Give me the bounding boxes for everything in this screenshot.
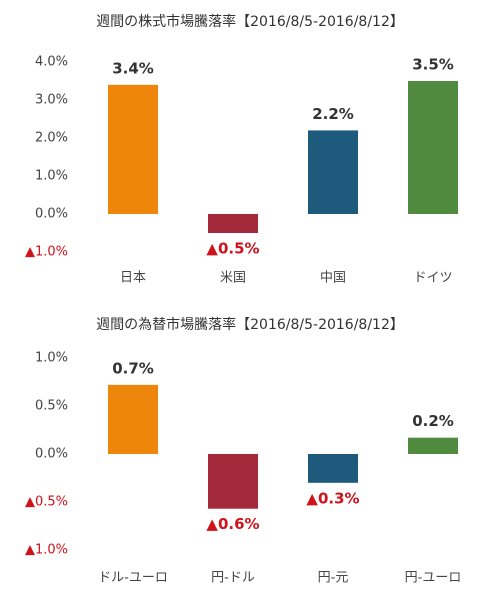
value-label: 3.5% xyxy=(412,56,454,74)
value-label: 0.2% xyxy=(412,412,454,430)
chart-title: 週間の為替市場騰落率【2016/8/5-2016/8/12】 xyxy=(96,316,404,333)
y-tick-label: ▲1.0% xyxy=(25,245,68,260)
value-label: 0.7% xyxy=(112,359,154,377)
bar xyxy=(208,454,258,509)
y-tick-label: 1.0% xyxy=(35,169,68,184)
y-tick-label: 2.0% xyxy=(35,131,68,146)
x-tick-label: 円-元 xyxy=(318,571,349,586)
y-tick-label: ▲0.5% xyxy=(25,495,68,510)
bar xyxy=(408,81,458,214)
y-tick-label: 0.0% xyxy=(35,447,68,462)
x-tick-label: 中国 xyxy=(320,271,346,286)
value-label: ▲0.5% xyxy=(206,240,259,258)
y-tick-label: 4.0% xyxy=(35,55,68,70)
bar xyxy=(108,84,158,214)
value-label: 3.4% xyxy=(112,59,154,77)
y-tick-label: ▲1.0% xyxy=(25,543,68,558)
x-tick-label: 円-ドル xyxy=(211,571,255,586)
y-tick-label: 0.0% xyxy=(35,207,68,222)
bar xyxy=(308,454,358,483)
x-tick-label: ドイツ xyxy=(413,271,452,286)
value-label: 2.2% xyxy=(312,105,354,123)
bar xyxy=(208,214,258,233)
bar xyxy=(108,384,158,454)
y-tick-label: 0.5% xyxy=(35,399,68,414)
value-label: ▲0.6% xyxy=(206,515,259,533)
x-tick-label: 円-ユーロ xyxy=(405,571,462,586)
x-tick-label: 米国 xyxy=(220,271,246,286)
y-tick-label: 1.0% xyxy=(35,351,68,366)
bar xyxy=(308,130,358,214)
bar xyxy=(408,437,458,454)
value-label: ▲0.3% xyxy=(306,489,359,507)
y-tick-label: 3.0% xyxy=(35,93,68,108)
x-tick-label: 日本 xyxy=(120,271,146,286)
chart-title: 週間の株式市場騰落率【2016/8/5-2016/8/12】 xyxy=(96,13,404,30)
x-tick-label: ドル-ユーロ xyxy=(98,571,168,586)
